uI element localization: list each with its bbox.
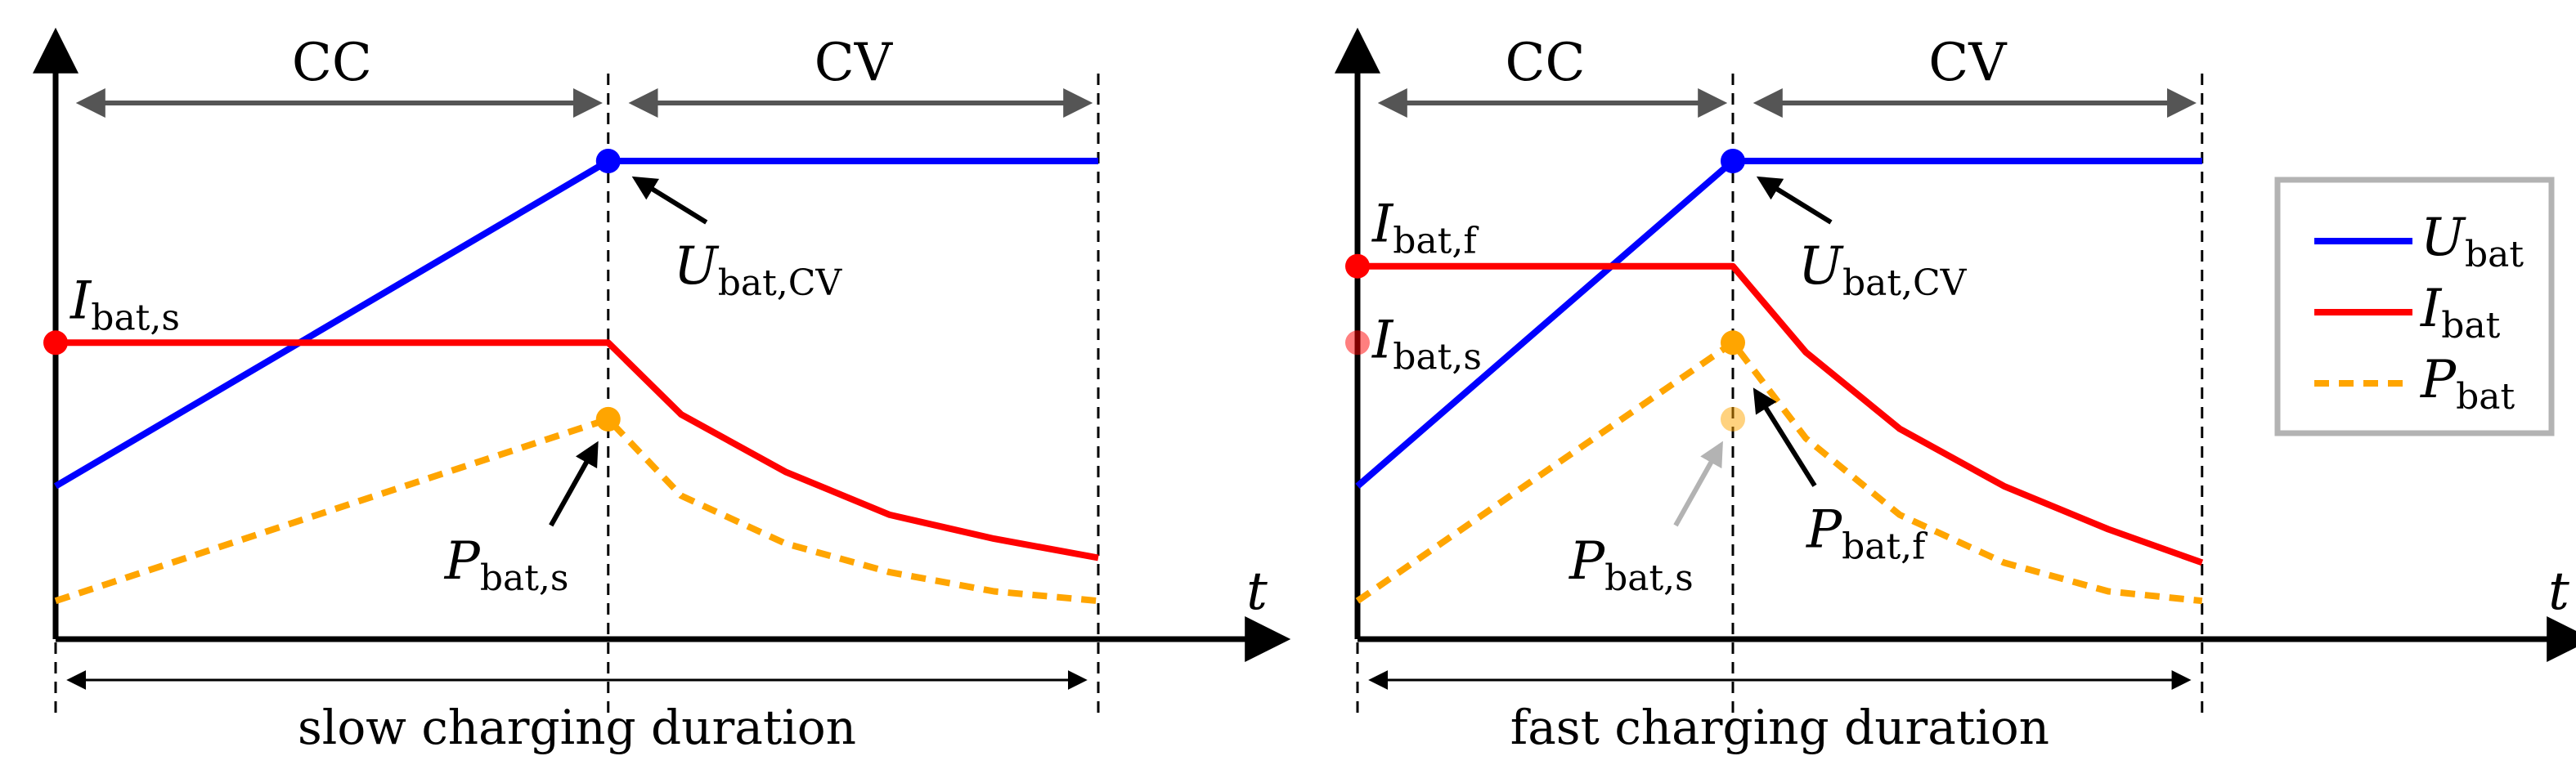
annotation-u-bat-cv: Ubat,CV [674, 236, 843, 304]
phase-label: CV [1928, 33, 2008, 93]
phase-label: CV [815, 33, 894, 93]
marker-u-bat-cv [1721, 149, 1745, 173]
marker-i-bat-f [1345, 253, 1370, 279]
annotation-u-bat-cv-subscript: bat,CV [1842, 262, 1968, 304]
pointer-arrow [1756, 176, 1833, 225]
marker-i-bat-s [1345, 330, 1370, 356]
legend-label-p-symbol: P [2420, 350, 2457, 410]
duration-label: fast charging duration [1510, 700, 2049, 755]
annotation-i-bat-s: Ibat,s [70, 271, 180, 338]
series-line-i-bat [56, 339, 1099, 561]
annotation-p-bat-s-subscript: bat,s [1604, 557, 1694, 599]
annotation-i-bat-s-subscript: bat,s [91, 297, 180, 338]
legend-label-i-subscript: bat [2441, 305, 2500, 347]
pointer-arrow [1673, 441, 1723, 527]
phase-label: CC [1506, 33, 1586, 93]
marker-i-bat-s [43, 330, 68, 356]
legend-box [2274, 177, 2555, 436]
legend-label-i-symbol: I [2420, 279, 2443, 339]
legend-label-u: Ubat [2421, 208, 2524, 275]
legend-label-u-symbol: U [2421, 208, 2466, 268]
series-line-u-bat [53, 158, 1098, 490]
annotation-u-bat-cv-symbol: U [674, 236, 720, 297]
marker-p-bat-f [1721, 330, 1745, 356]
marker-p-bat-s [595, 406, 621, 432]
duration-label: slow charging duration [298, 700, 856, 755]
annotation-u-bat-cv-subscript: bat,CV [718, 262, 843, 304]
legend-label-p: Pbat [2420, 350, 2515, 418]
annotation-p-bat-s-symbol: P [444, 531, 481, 592]
series-line-p-bat [1355, 339, 2203, 605]
annotation-i-bat-f: Ibat,f [1371, 195, 1479, 262]
marker-p-bat-s [1721, 406, 1745, 432]
annotation-p-bat-s-subscript: bat,s [480, 557, 569, 599]
phase-label: CC [292, 33, 372, 93]
annotation-p-bat-s: Pbat,s [1568, 531, 1694, 599]
annotation-i-bat-f-symbol: I [1371, 195, 1394, 255]
pointer-arrow [1752, 387, 1817, 487]
chart-panel-1: t CC CV slow charging duration Ibat,s Ubat,CV… [33, 27, 1291, 755]
legend-label-i: Ibat [2420, 279, 2501, 347]
legend-label-p-subscript: bat [2456, 376, 2515, 418]
annotation-i-bat-s-subscript: bat,s [1393, 336, 1482, 378]
annotation-i-bat-f-subscript: bat,f [1393, 221, 1479, 262]
annotation-u-bat-cv: Ubat,CV [1798, 236, 1968, 304]
annotation-i-bat-s-symbol: I [70, 271, 92, 331]
annotation-p-bat-f-symbol: P [1806, 499, 1842, 560]
annotation-p-bat-s-symbol: P [1568, 531, 1605, 592]
pointer-arrow [549, 441, 599, 527]
annotation-p-bat-s: Pbat,s [444, 531, 569, 599]
x-axis-label: t [1246, 561, 1268, 622]
annotation-p-bat-f: Pbat,f [1806, 499, 1928, 567]
x-axis-label: t [2548, 561, 2569, 622]
annotation-u-bat-cv-symbol: U [1798, 236, 1844, 297]
series-line-p-bat [54, 415, 1099, 605]
annotation-i-bat-s-symbol: I [1371, 310, 1394, 370]
legend-label-u-subscript: bat [2465, 234, 2524, 275]
series-line-i-bat [1358, 262, 2204, 566]
annotation-p-bat-f-subscript: bat,f [1842, 526, 1928, 567]
pointer-arrow [631, 176, 708, 225]
marker-u-bat-cv [595, 149, 621, 173]
annotation-i-bat-s: Ibat,s [1371, 310, 1482, 378]
